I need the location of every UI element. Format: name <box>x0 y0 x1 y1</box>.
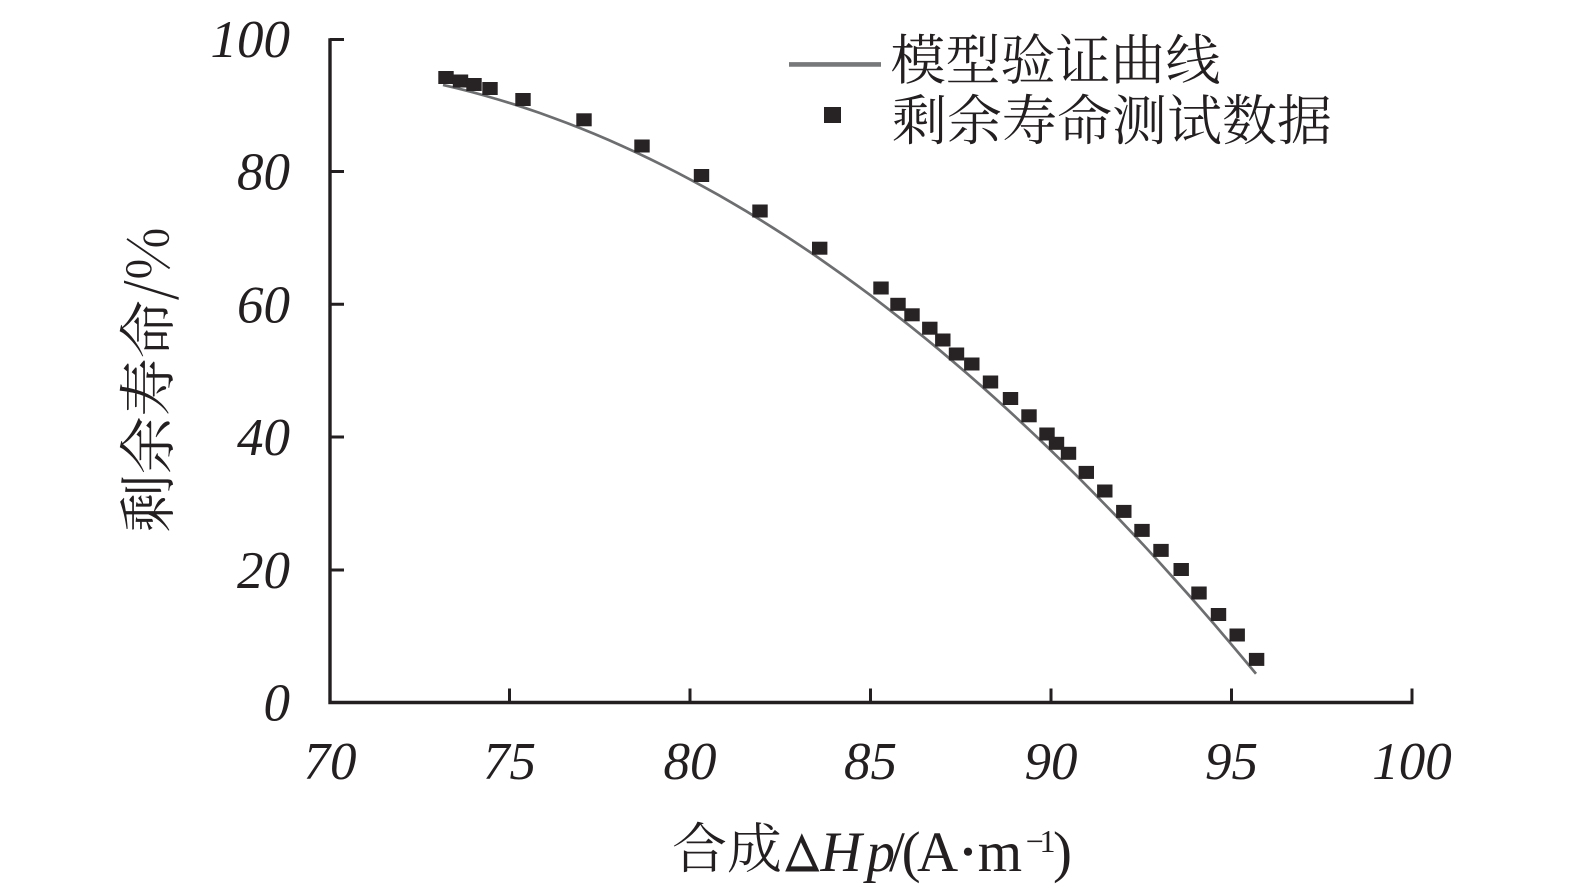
svg-text:100: 100 <box>1372 733 1452 791</box>
svg-text:Hp: Hp <box>820 821 896 884</box>
svg-text:75: 75 <box>483 733 536 791</box>
svg-text:85: 85 <box>844 733 897 791</box>
svg-text:): ) <box>1053 821 1072 884</box>
svg-text:70: 70 <box>304 733 357 791</box>
svg-text:100: 100 <box>211 11 291 69</box>
svg-text:/(Am: /(Am <box>889 821 1022 884</box>
svg-text:80: 80 <box>664 733 717 791</box>
svg-text:95: 95 <box>1205 733 1258 791</box>
svg-text:60: 60 <box>237 277 290 335</box>
svg-text:80: 80 <box>237 144 290 202</box>
svg-text:90: 90 <box>1025 733 1078 791</box>
svg-text:40: 40 <box>237 409 290 467</box>
svg-text:20: 20 <box>237 542 290 600</box>
svg-text:−1: −1 <box>1026 823 1056 859</box>
svg-text:0: 0 <box>264 675 291 733</box>
